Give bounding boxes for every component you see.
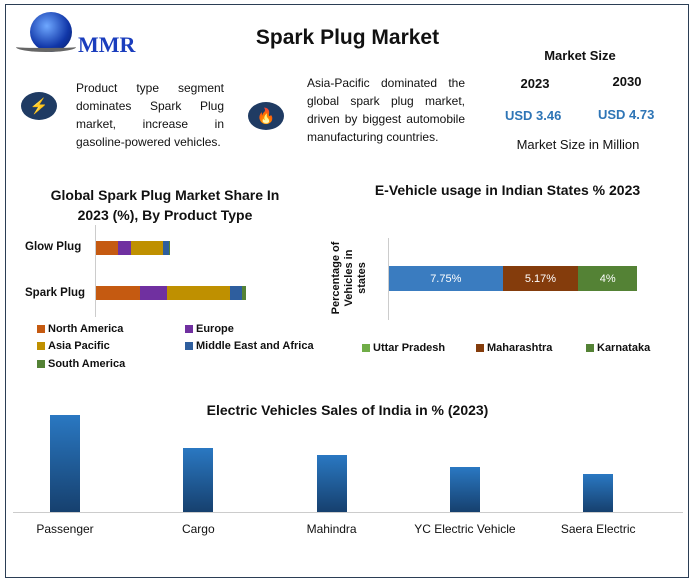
chart2-y-label: Percentage of Vehicles in states bbox=[330, 241, 368, 315]
value-2023: USD 3.46 bbox=[505, 108, 562, 123]
bar-segment-north-america bbox=[96, 286, 140, 300]
category-label: Passenger bbox=[36, 522, 94, 536]
legend-europe: Europe bbox=[185, 323, 234, 335]
bar-segment-maharashtra: 5.17% bbox=[502, 266, 579, 291]
chart1-cat-label: Glow Plug bbox=[25, 241, 82, 253]
bar-segment-karnataka: 4% bbox=[578, 266, 637, 291]
bar-saera-electric bbox=[583, 474, 614, 512]
swoosh-icon bbox=[16, 42, 76, 52]
market-size-heading: Market Size bbox=[544, 48, 616, 63]
chart1-title: Global Spark Plug Market Share In 2023 (… bbox=[50, 187, 280, 223]
bar-segment-north-america bbox=[96, 241, 118, 255]
mmr-logo: MMR bbox=[16, 12, 156, 57]
logo-text: MMR bbox=[78, 32, 136, 57]
legend-asia-pacific: Asia Pacific bbox=[37, 340, 110, 352]
bar-yc-electric-vehicle bbox=[449, 467, 480, 512]
legend-maharashtra: Maharashtra bbox=[476, 342, 552, 354]
lightning-bolt-icon: ⚡ bbox=[21, 92, 57, 120]
flame-icon: 🔥 bbox=[248, 102, 284, 130]
year-2023: 2023 bbox=[520, 76, 550, 91]
bar-segment-europe bbox=[118, 241, 131, 255]
value-2030: USD 4.73 bbox=[598, 107, 655, 122]
page-title: Spark Plug Market bbox=[255, 26, 440, 49]
year-2030: 2030 bbox=[612, 74, 642, 89]
bar-passenger bbox=[50, 415, 80, 512]
category-label: YC Electric Vehicle bbox=[414, 522, 516, 536]
bar-segment-asia-pacific bbox=[167, 286, 230, 300]
legend-karnataka: Karnataka bbox=[586, 342, 650, 354]
category-label: Mahindra bbox=[306, 522, 357, 536]
chart3-title: Electric Vehicles Sales of India in % (2… bbox=[206, 402, 489, 418]
bar-segment-europe bbox=[140, 286, 167, 300]
legend-south-america: South America bbox=[37, 358, 125, 370]
chart1-bar-glow-plug bbox=[96, 241, 296, 255]
bar-mahindra bbox=[316, 455, 347, 512]
legend-north-america: North America bbox=[37, 323, 123, 335]
infographic-frame bbox=[5, 4, 689, 578]
legend-middle-east-africa: Middle East and Africa bbox=[185, 340, 314, 352]
bar-segment-south-america bbox=[169, 241, 170, 255]
chart1-axis bbox=[95, 225, 96, 317]
legend-uttar-pradesh: Uttar Pradesh bbox=[362, 342, 445, 354]
bar-cargo bbox=[183, 448, 214, 512]
chart1-bar-spark-plug bbox=[96, 286, 296, 300]
chart1-cat-label: Spark Plug bbox=[25, 287, 86, 299]
bar-segment-middle-east-and-africa bbox=[163, 241, 169, 255]
bar-segment-middle-east-and-africa bbox=[230, 286, 242, 300]
info-text-product-type: Product type segment dominates Spark Plu… bbox=[76, 81, 224, 149]
chart2-title: E-Vehicle usage in Indian States % 2023 bbox=[374, 182, 641, 198]
category-label: Saera Electric bbox=[560, 522, 636, 536]
chart2-bar: 7.75% 5.17% 4% bbox=[389, 266, 637, 291]
bar-segment-uttar-pradesh: 7.75% bbox=[389, 266, 503, 291]
category-label: Cargo bbox=[181, 522, 215, 536]
chart3-axis bbox=[13, 512, 683, 513]
bar-segment-asia-pacific bbox=[131, 241, 163, 255]
info-text-asia-pacific: Asia-Pacific dominated the global spark … bbox=[307, 76, 465, 144]
bar-segment-south-america bbox=[242, 286, 246, 300]
chart2-axis bbox=[388, 238, 389, 320]
market-size-unit: Market Size in Million bbox=[516, 137, 640, 152]
